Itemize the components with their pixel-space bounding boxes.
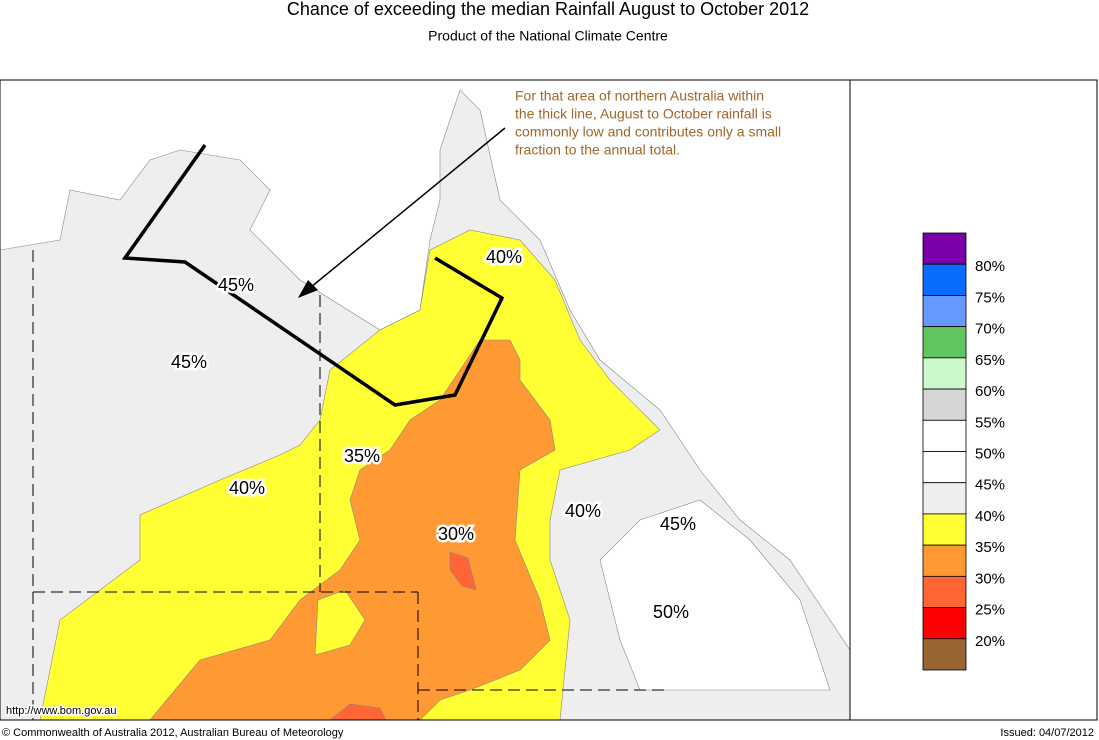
legend-swatch [922,263,967,296]
legend-label: 75% [975,289,1005,306]
legend-label: 55% [975,414,1005,431]
legend-swatch [922,575,967,608]
legend-label: 20% [975,633,1005,650]
contour-label: 40% [565,501,601,521]
map: http://www.bom.gov.au [0,79,1098,721]
arrow-head [298,280,318,298]
legend: 80% 75% 70% 65% 60% 55% 50% 45% 40% 35% 30% 25% 20% [922,232,1005,671]
annotation: For that area of northern Australia with… [515,88,781,158]
legend-swatch [922,482,967,515]
legend-swatch [922,326,967,359]
copyright: © Commonwealth of Australia 2012, Austra… [2,727,344,739]
legend-label: 60% [975,383,1005,400]
legend-swatch [922,451,967,484]
legend-label: 65% [975,352,1005,369]
title: Chance of exceeding the median Rainfall … [287,0,809,19]
legend-swatch [922,232,967,265]
url: http://www.bom.gov.au [6,705,116,717]
annotation-line: For that area of northern Australia with… [515,88,764,104]
legend-swatch [922,607,967,640]
legend-label: 45% [975,477,1005,494]
annotation-line: the thick line, August to October rainfa… [515,106,772,122]
legend-label: 40% [975,508,1005,525]
annotation-line: fraction to the annual total. [515,142,680,158]
contour-label: 40% [486,247,522,267]
contour-label: 30% [438,524,474,544]
legend-swatch [922,544,967,577]
contour-label: 40% [229,478,265,498]
legend-label: 70% [975,321,1005,338]
contour-label: 35% [344,446,380,466]
subtitle: Product of the National Climate Centre [428,28,668,44]
legend-label: 25% [975,602,1005,619]
legend-label: 50% [975,445,1005,462]
contour-label: 45% [171,352,207,372]
contour-label: 50% [653,602,689,622]
issued: Issued: 04/07/2012 [1000,727,1094,739]
legend-swatch [922,388,967,421]
area-35 [149,339,556,721]
legend-swatch [922,638,967,671]
legend-border [849,79,1098,721]
legend-label: 80% [975,258,1005,275]
area-30 [449,551,477,591]
legend-swatch [922,419,967,452]
thick-line [121,143,505,407]
annotation-line: commonly low and contributes only a smal… [515,124,781,140]
legend-swatch [922,357,967,390]
legend-label: 35% [975,539,1005,556]
contour-label: 45% [218,275,254,295]
map-labels: 45% 45% 40% 35% 40% 30% 40% 45% 50% [168,244,698,624]
legend-swatch [922,513,967,546]
contour-label: 45% [660,514,696,534]
legend-label: 30% [975,570,1005,587]
legend-swatch [922,295,967,328]
land-50 [599,499,831,691]
borders [32,250,670,720]
arrow [304,127,506,293]
